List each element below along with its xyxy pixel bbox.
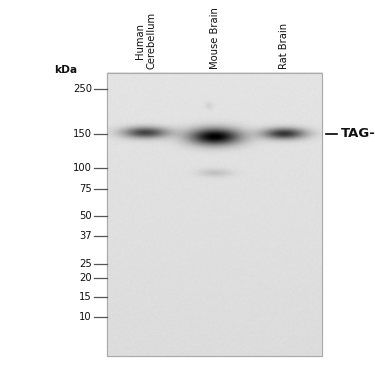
- Text: 15: 15: [79, 292, 92, 302]
- Text: 25: 25: [79, 259, 92, 269]
- Text: 100: 100: [73, 163, 92, 173]
- Bar: [107, 73, 322, 356]
- Text: Rat Brain: Rat Brain: [279, 23, 289, 69]
- Text: 50: 50: [79, 211, 92, 221]
- Text: 75: 75: [79, 184, 92, 194]
- Text: kDa: kDa: [54, 65, 77, 75]
- Text: 37: 37: [79, 231, 92, 241]
- Text: 150: 150: [73, 129, 92, 139]
- Text: 10: 10: [79, 312, 92, 322]
- Text: 250: 250: [73, 84, 92, 94]
- Text: TAG-1: TAG-1: [341, 128, 375, 141]
- Text: 20: 20: [79, 273, 92, 284]
- Text: Human
Cerebellum: Human Cerebellum: [135, 12, 156, 69]
- Text: Mouse Brain: Mouse Brain: [210, 8, 220, 69]
- Bar: [107, 73, 322, 356]
